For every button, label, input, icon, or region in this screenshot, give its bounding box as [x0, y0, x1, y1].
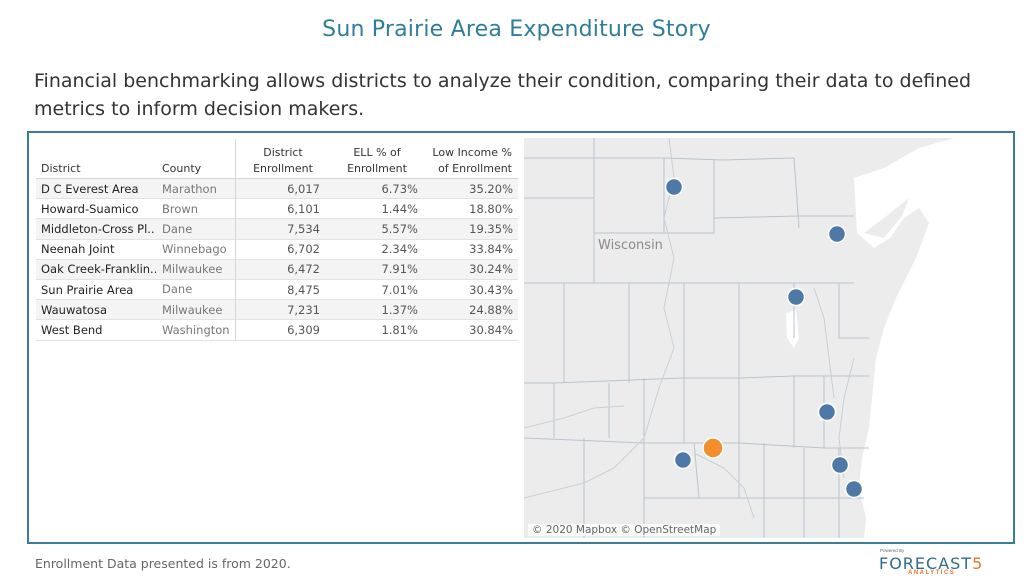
map-marker[interactable]: Neenah Joint	[786, 287, 806, 307]
table-row[interactable]: D C Everest Area Marathon 6,017 6.73% 35…	[36, 178, 518, 200]
cell-ell: 5.57%	[381, 221, 418, 236]
table-row[interactable]: Middleton-Cross Pl.. Dane 7,534 5.57% 19…	[36, 218, 518, 240]
table-header: District County District Enrollment ELL %…	[36, 139, 518, 179]
map-marker[interactable]: Wauwatosa	[830, 455, 850, 475]
cell-district: West Bend	[41, 322, 103, 337]
map-attribution[interactable]: © 2020 Mapbox © OpenStreetMap	[528, 524, 721, 536]
cell-enrollment: 7,534	[287, 221, 320, 236]
cell-district: Middleton-Cross Pl..	[41, 221, 155, 236]
cell-enrollment: 6,472	[287, 262, 320, 277]
header-county[interactable]: County	[156, 139, 236, 178]
map-state-label: Wisconsin	[598, 238, 663, 253]
intro-text: Financial benchmarking allows districts …	[34, 70, 972, 120]
header-district[interactable]: District	[41, 162, 81, 175]
cell-ell: 1.81%	[381, 322, 418, 337]
map-marker[interactable]: West Bend	[817, 402, 837, 422]
logo-subtitle: ANALYTICS	[908, 570, 956, 576]
map-canvas[interactable]: Wisconsin D C Everest Area Howard-Suamico…	[524, 138, 1004, 538]
cell-district: Wauwatosa	[41, 302, 108, 317]
cell-ell: 7.01%	[381, 282, 418, 297]
header-enrollment[interactable]: District Enrollment	[253, 146, 313, 175]
map-marker[interactable]: Howard-Suamico	[827, 224, 847, 244]
cell-ell: 1.37%	[381, 302, 418, 317]
cell-low-income: 24.88%	[469, 302, 513, 317]
cell-county: Washington	[156, 319, 236, 340]
cell-low-income: 18.80%	[469, 201, 513, 216]
district-table: District County District Enrollment ELL %…	[36, 139, 518, 341]
table-row[interactable]: West Bend Washington 6,309 1.81% 30.84%	[36, 319, 518, 341]
header-low-income[interactable]: Low Income % of Enrollment	[432, 146, 512, 175]
cell-county: Brown	[156, 198, 236, 219]
county-boundaries	[524, 138, 869, 538]
cell-enrollment: 6,101	[287, 201, 320, 216]
cell-district: Howard-Suamico	[41, 201, 139, 216]
map-marker[interactable]: Oak Creek-Franklin..	[844, 479, 864, 499]
table-row[interactable]: Howard-Suamico Brown 6,101 1.44% 18.80%	[36, 198, 518, 220]
door-peninsula	[864, 198, 909, 238]
footer-note: Enrollment Data presented is from 2020.	[35, 556, 291, 571]
cell-county: Winnebago	[156, 239, 236, 260]
cell-low-income: 35.20%	[469, 181, 513, 196]
cell-county: Dane	[156, 279, 236, 300]
cell-county: Dane	[156, 218, 236, 240]
cell-county: Marathon	[156, 178, 236, 199]
table-row[interactable]: Wauwatosa Milwaukee 7,231 1.37% 24.88%	[36, 299, 518, 321]
table-row[interactable]: Neenah Joint Winnebago 6,702 2.34% 33.84…	[36, 239, 518, 260]
cell-ell: 2.34%	[381, 242, 418, 257]
cell-district: Sun Prairie Area	[41, 282, 134, 297]
table-row[interactable]: Sun Prairie Area Dane 8,475 7.01% 30.43%	[36, 279, 518, 301]
header-ell[interactable]: ELL % of Enrollment	[347, 146, 407, 175]
lake-winnebago	[786, 310, 799, 348]
cell-ell: 6.73%	[381, 181, 418, 196]
cell-enrollment: 6,017	[287, 181, 320, 196]
map-marker[interactable]: Middleton-Cross Pl..	[673, 450, 693, 470]
cell-district: Oak Creek-Franklin..	[41, 262, 156, 277]
cell-low-income: 33.84%	[469, 242, 513, 257]
cell-enrollment: 6,309	[287, 322, 320, 337]
cell-low-income: 30.24%	[469, 262, 513, 277]
logo-powered-text: Powered By	[880, 548, 905, 553]
cell-enrollment: 8,475	[287, 282, 320, 297]
map-markers: D C Everest Area Howard-Suamico Neenah Joi…	[664, 177, 864, 499]
map-marker[interactable]: Sun Prairie Area	[702, 437, 724, 459]
cell-ell: 7.91%	[381, 262, 418, 277]
cell-low-income: 30.43%	[469, 282, 513, 297]
district-map[interactable]: Wisconsin D C Everest Area Howard-Suamico…	[524, 138, 1004, 538]
cell-low-income: 19.35%	[469, 221, 513, 236]
map-marker[interactable]: D C Everest Area	[664, 177, 684, 197]
cell-enrollment: 7,231	[287, 302, 320, 317]
cell-enrollment: 6,702	[287, 242, 320, 257]
rivers	[524, 138, 855, 519]
page-title: Sun Prairie Area Expenditure Story	[322, 17, 711, 42]
cell-district: D C Everest Area	[41, 181, 139, 196]
cell-ell: 1.44%	[381, 201, 418, 216]
cell-county: Milwaukee	[156, 299, 236, 320]
forecast5-logo[interactable]: Powered By FORECAST5 ANALYTICS	[878, 548, 988, 578]
lake-michigan	[854, 138, 1004, 538]
cell-district: Neenah Joint	[41, 242, 115, 257]
dashboard-panel: District County District Enrollment ELL %…	[27, 131, 1015, 544]
table-row[interactable]: Oak Creek-Franklin.. Milwaukee 6,472 7.9…	[36, 259, 518, 280]
table-body: D C Everest Area Marathon 6,017 6.73% 35…	[36, 178, 518, 341]
cell-county: Milwaukee	[156, 259, 236, 280]
cell-low-income: 30.84%	[469, 322, 513, 337]
logo-brand: FORECAST5	[879, 554, 984, 573]
